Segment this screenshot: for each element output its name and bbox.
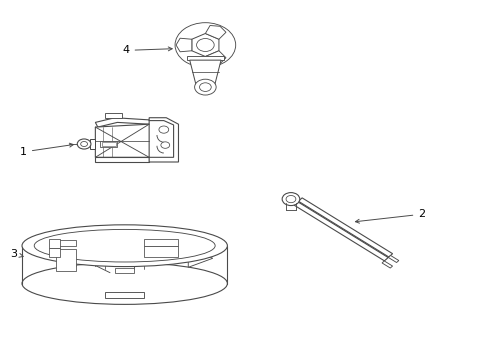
Polygon shape [56,240,76,246]
Circle shape [196,39,214,51]
Polygon shape [49,248,60,257]
Polygon shape [95,118,149,127]
Polygon shape [102,142,116,146]
Text: 3: 3 [10,249,23,259]
Text: 4: 4 [122,45,172,55]
Circle shape [282,193,299,206]
Polygon shape [188,248,212,267]
Polygon shape [56,249,76,271]
Polygon shape [95,157,149,162]
Polygon shape [105,292,144,298]
Circle shape [81,141,87,147]
Circle shape [199,83,211,91]
Ellipse shape [22,225,227,266]
Polygon shape [189,60,221,87]
Polygon shape [144,239,178,246]
Text: 2: 2 [355,209,425,223]
Polygon shape [387,256,398,262]
Polygon shape [176,38,191,52]
Polygon shape [293,202,387,261]
Circle shape [194,79,216,95]
Polygon shape [49,239,60,248]
Polygon shape [205,26,225,39]
Polygon shape [205,51,225,64]
Polygon shape [381,261,392,268]
Circle shape [159,126,168,133]
Text: 1: 1 [20,143,73,157]
Polygon shape [105,113,122,118]
Circle shape [77,139,91,149]
Polygon shape [100,141,117,147]
Polygon shape [186,56,224,60]
Polygon shape [298,198,392,257]
Polygon shape [191,33,219,57]
Circle shape [285,195,295,203]
Circle shape [161,142,169,148]
Polygon shape [90,139,95,149]
Polygon shape [95,124,149,157]
Polygon shape [149,118,178,162]
Ellipse shape [22,263,227,304]
Polygon shape [144,247,178,257]
Polygon shape [115,269,134,273]
